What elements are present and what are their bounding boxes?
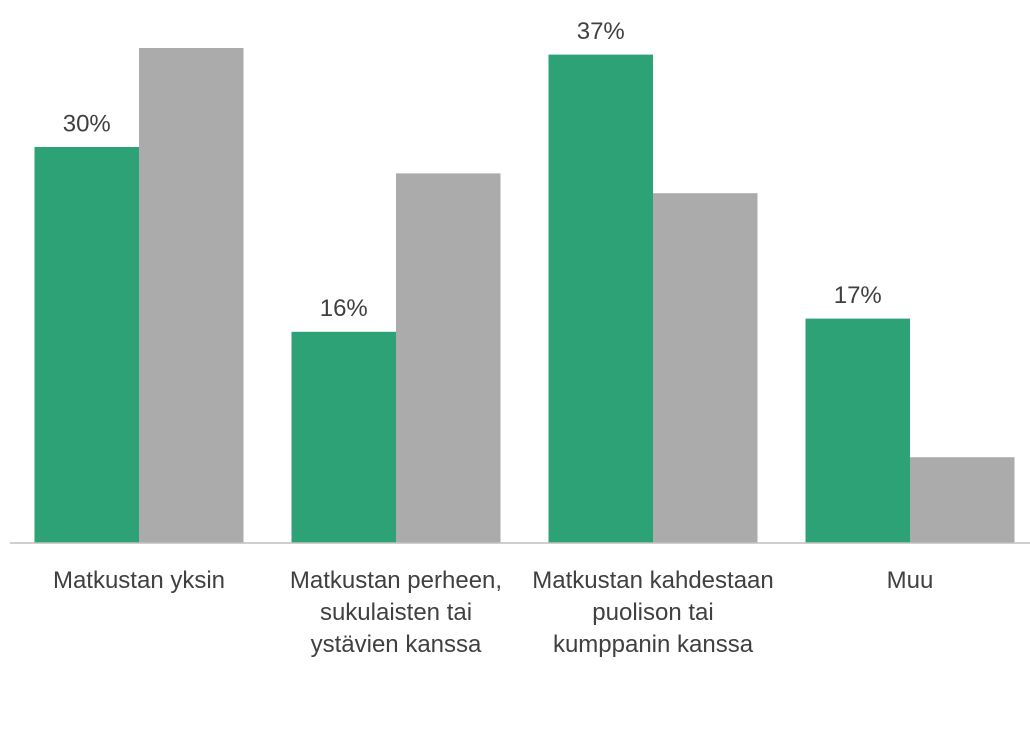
bar bbox=[396, 173, 501, 543]
x-tick-label: Matkustan kahdestaan puolison tai kumppa… bbox=[532, 567, 774, 658]
x-tick-label: Matkustan perheen, sukulaisten tai ystäv… bbox=[289, 567, 503, 658]
bar bbox=[291, 331, 396, 543]
x-tick-label: Muu bbox=[886, 567, 934, 594]
bar bbox=[34, 147, 139, 543]
data-label: 17% bbox=[834, 282, 882, 309]
bar bbox=[139, 48, 244, 543]
bar bbox=[805, 318, 910, 543]
bar bbox=[548, 54, 653, 543]
data-label: 30% bbox=[63, 110, 111, 137]
bar bbox=[653, 193, 758, 543]
x-tick-label: Matkustan yksin bbox=[52, 567, 226, 594]
bar bbox=[910, 457, 1015, 543]
data-label: 37% bbox=[577, 18, 625, 45]
data-label: 16% bbox=[320, 295, 368, 322]
